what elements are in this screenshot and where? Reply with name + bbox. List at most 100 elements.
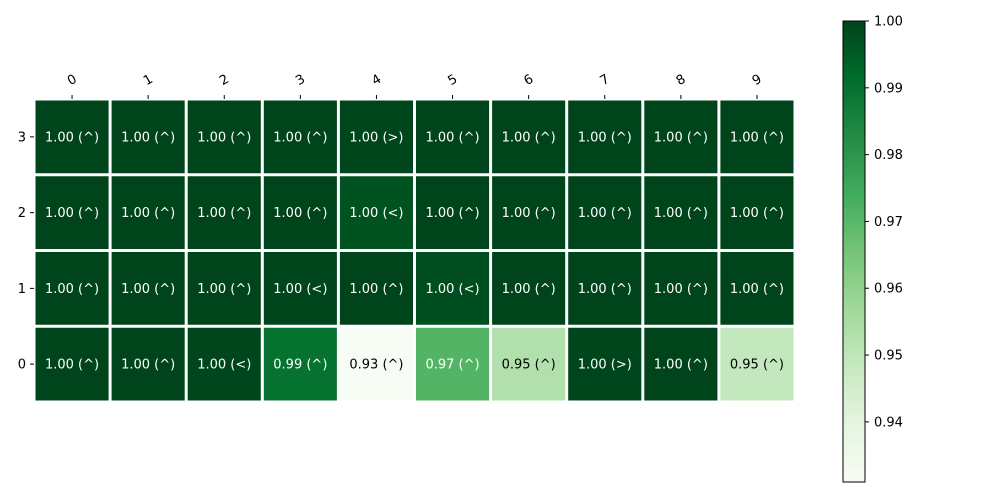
y-tick-label: 0 <box>18 358 26 373</box>
cell-label: 1.00 (^) <box>654 358 708 373</box>
heatmap-cell <box>568 327 642 401</box>
cell-label: 1.00 (>) <box>349 130 403 145</box>
heatmap-cell <box>263 252 337 325</box>
y-tick-label: 2 <box>18 206 26 221</box>
heatmap-cell <box>187 176 261 249</box>
cell-label: 1.00 (^) <box>197 130 251 145</box>
colorbar-tick-label: 0.96 <box>874 282 903 297</box>
heatmap-cell <box>111 252 185 325</box>
cell-label: 0.95 (^) <box>730 358 784 373</box>
heatmap-cell <box>111 100 185 174</box>
heatmap-cell <box>263 100 337 174</box>
colorbar-tick-label: 0.99 <box>874 81 903 96</box>
cell-label: 1.00 (<) <box>349 206 403 221</box>
x-tick-label: 8 <box>674 72 689 89</box>
cell-label: 1.00 (^) <box>45 282 99 297</box>
cell-label: 1.00 (^) <box>578 130 632 145</box>
heatmap-cell <box>111 176 185 249</box>
cell-label: 1.00 (^) <box>45 358 99 373</box>
heatmap-cell <box>339 100 413 174</box>
cell-label: 1.00 (^) <box>273 206 327 221</box>
heatmap-cell <box>35 100 109 174</box>
heatmap-cell <box>416 176 490 249</box>
heatmap-cell <box>568 252 642 325</box>
heatmap-cell <box>263 176 337 249</box>
heatmap-cell <box>35 176 109 249</box>
heatmap-cell <box>416 327 490 401</box>
heatmap-cell <box>568 176 642 249</box>
heatmap-cell <box>492 100 566 174</box>
colorbar-tick-label: 1.00 <box>874 15 903 30</box>
heatmap-cell <box>35 327 109 401</box>
cell-label: 1.00 (^) <box>654 282 708 297</box>
cell-label: 1.00 (^) <box>197 282 251 297</box>
x-tick-label: 5 <box>445 72 460 89</box>
x-tick-label: 6 <box>522 72 537 89</box>
heatmap-cell <box>568 100 642 174</box>
cell-label: 0.97 (^) <box>425 358 479 373</box>
cell-label: 1.00 (^) <box>425 130 479 145</box>
cell-label: 0.99 (^) <box>273 358 327 373</box>
heatmap-cell <box>720 327 794 401</box>
x-tick-label: 0 <box>65 72 80 89</box>
heatmap-cell <box>111 327 185 401</box>
heatmap-cell <box>720 176 794 249</box>
cell-label: 1.00 (^) <box>121 206 175 221</box>
cell-label: 1.00 (^) <box>121 130 175 145</box>
cell-label: 1.00 (^) <box>730 130 784 145</box>
colorbar-tick-label: 0.97 <box>874 215 903 230</box>
cell-label: 1.00 (^) <box>349 282 403 297</box>
cell-label: 1.00 (^) <box>121 358 175 373</box>
cell-label: 1.00 (^) <box>730 282 784 297</box>
heatmap-cell <box>416 252 490 325</box>
cell-label: 1.00 (^) <box>502 206 556 221</box>
heatmap-cells: 1.00 (^) 1.00 (^) 1.00 (^) 1.00 (^) 1.00 (>)… <box>35 100 794 401</box>
cell-label: 1.00 (^) <box>578 206 632 221</box>
heatmap-cell <box>644 252 718 325</box>
heatmap-cell <box>644 100 718 174</box>
x-tick-label: 9 <box>750 72 765 89</box>
heatmap-cell <box>720 252 794 325</box>
heatmap-cell <box>263 327 337 401</box>
cell-label: 1.00 (^) <box>578 282 632 297</box>
colorbar: 0.94 0.95 0.96 0.97 0.98 0.99 1.00 <box>842 15 903 483</box>
heatmap-cell <box>416 100 490 174</box>
cell-label: 1.00 (^) <box>273 130 327 145</box>
cell-label: 1.00 (<) <box>425 282 479 297</box>
heatmap-cell <box>187 327 261 401</box>
x-tick-label: 2 <box>217 72 232 89</box>
cell-label: 1.00 (^) <box>502 130 556 145</box>
cell-label: 1.00 (^) <box>45 130 99 145</box>
cell-label: 1.00 (^) <box>730 206 784 221</box>
cell-label: 1.00 (^) <box>121 282 175 297</box>
cell-label: 1.00 (^) <box>502 282 556 297</box>
heatmap-cell <box>339 252 413 325</box>
colorbar-tick-label: 0.98 <box>874 148 903 163</box>
cell-label: 1.00 (<) <box>197 358 251 373</box>
heatmap-cell <box>187 100 261 174</box>
x-tick-label: 1 <box>141 72 156 89</box>
cell-label: 1.00 (^) <box>45 206 99 221</box>
y-axis-ticks: 3 2 1 0 <box>18 130 34 373</box>
x-tick-label: 4 <box>369 72 384 89</box>
x-tick-label: 3 <box>293 72 308 89</box>
colorbar-gradient <box>842 20 866 483</box>
cell-label: 1.00 (^) <box>197 206 251 221</box>
heatmap-cell <box>339 327 413 401</box>
heatmap-cell <box>339 176 413 249</box>
heatmap-cell <box>492 327 566 401</box>
heatmap-cell <box>492 176 566 249</box>
heatmap-cell <box>35 252 109 325</box>
cell-label: 0.95 (^) <box>502 358 556 373</box>
cell-label: 1.00 (^) <box>425 206 479 221</box>
heatmap-cell <box>187 252 261 325</box>
colorbar-tick-label: 0.94 <box>874 415 903 430</box>
heatmap-cell <box>644 327 718 401</box>
x-tick-label: 7 <box>598 72 613 89</box>
heatmap-cell <box>644 176 718 249</box>
cell-label: 1.00 (>) <box>578 358 632 373</box>
x-axis-ticks: 0 1 2 3 4 5 6 7 8 9 <box>65 72 765 99</box>
colorbar-tick-label: 0.95 <box>874 349 903 364</box>
heatmap-cell <box>492 252 566 325</box>
